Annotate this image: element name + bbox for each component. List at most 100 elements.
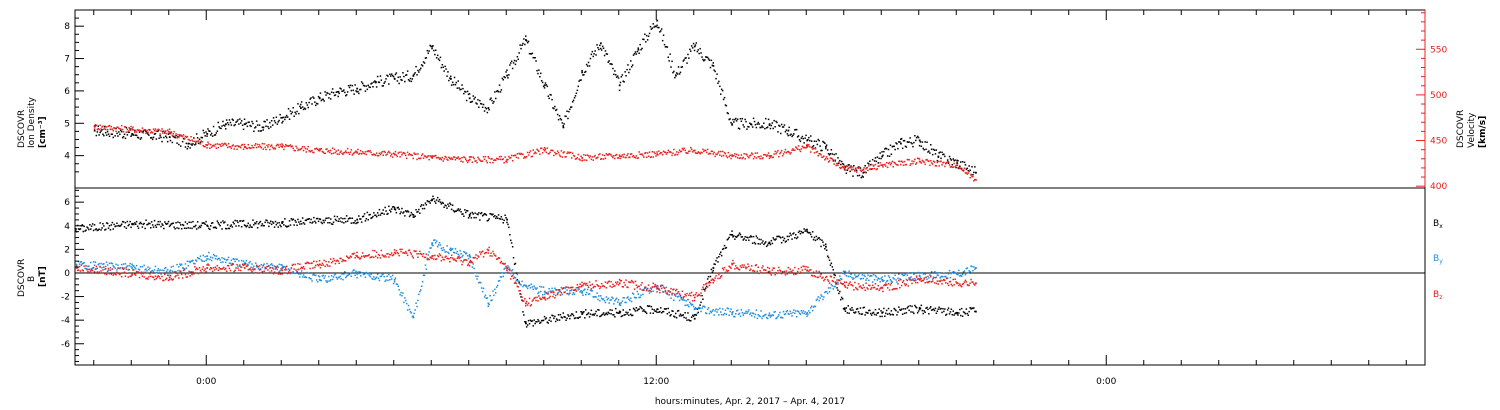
data-point [339, 220, 341, 223]
data-point [334, 262, 337, 265]
data-point [229, 269, 232, 272]
data-point [419, 250, 421, 253]
data-point [448, 258, 450, 260]
data-point [137, 137, 140, 139]
data-point [241, 220, 244, 222]
data-point [204, 145, 206, 148]
data-point [858, 174, 861, 177]
data-point [236, 220, 238, 222]
data-point [502, 275, 504, 278]
data-point [210, 132, 213, 135]
data-point [809, 231, 811, 234]
data-point [758, 156, 760, 158]
data-point [647, 35, 650, 37]
data-point [892, 314, 894, 316]
data-point [240, 122, 242, 124]
data-point [950, 308, 953, 310]
data-point [206, 264, 208, 266]
data-point [467, 159, 470, 162]
data-point [360, 150, 362, 152]
data-point [528, 297, 531, 300]
data-point [264, 221, 266, 224]
data-point [153, 278, 156, 281]
data-point [194, 225, 196, 228]
top-right-label-line1: DSCOVR [1456, 110, 1466, 148]
data-point [191, 227, 193, 230]
data-point [384, 206, 386, 209]
data-point [806, 139, 809, 142]
data-point [915, 139, 917, 142]
data-point [670, 66, 672, 68]
data-point [293, 268, 295, 270]
data-point [868, 163, 870, 165]
data-point [105, 261, 108, 263]
data-point [242, 264, 245, 267]
data-point [819, 297, 821, 299]
data-point [692, 149, 695, 152]
data-point [946, 277, 949, 279]
data-point [551, 291, 553, 294]
data-point [429, 155, 431, 157]
data-point [724, 271, 727, 274]
data-point [558, 290, 561, 292]
data-point [795, 128, 798, 131]
data-point [297, 263, 299, 265]
data-point [803, 228, 805, 230]
data-point [164, 273, 166, 276]
data-point [233, 223, 235, 225]
data-point [163, 269, 165, 272]
data-point [460, 160, 462, 162]
data-point [121, 136, 124, 139]
data-point [870, 312, 872, 315]
data-point [143, 129, 145, 131]
data-point [270, 270, 273, 272]
data-point [730, 157, 732, 160]
data-point [907, 159, 909, 161]
data-point [940, 279, 942, 282]
data-point [426, 257, 429, 260]
data-point [205, 259, 207, 262]
data-point [386, 275, 388, 277]
data-point [429, 44, 431, 47]
data-point [930, 275, 932, 277]
data-point [583, 289, 585, 291]
data-point [911, 279, 913, 281]
data-point [515, 272, 518, 274]
data-point [751, 153, 754, 155]
data-point [187, 272, 189, 275]
data-point [104, 273, 106, 275]
data-point [928, 160, 930, 163]
data-point [899, 278, 901, 280]
data-point [964, 313, 967, 315]
data-point [895, 279, 897, 281]
data-point [763, 154, 765, 156]
data-point [843, 167, 846, 170]
data-point [432, 195, 434, 198]
data-point [671, 60, 673, 63]
data-point [586, 288, 589, 291]
data-point [516, 56, 519, 58]
data-point [969, 282, 971, 284]
data-point [829, 264, 832, 266]
data-point [336, 259, 339, 261]
data-point [459, 256, 461, 259]
data-point [121, 267, 124, 270]
data-point [769, 127, 772, 130]
data-point [936, 274, 939, 276]
data-point [941, 275, 943, 278]
data-point [627, 296, 629, 298]
data-point [243, 263, 246, 265]
data-point [265, 267, 267, 270]
data-point [735, 313, 737, 315]
data-point [470, 217, 473, 219]
data-point [495, 97, 497, 100]
data-point [412, 257, 414, 259]
data-point [411, 154, 414, 157]
data-point [711, 150, 714, 153]
data-point [331, 260, 334, 263]
data-point [660, 152, 662, 154]
data-point [201, 222, 204, 224]
data-point [634, 51, 637, 53]
data-point [783, 151, 786, 153]
data-point [258, 124, 261, 126]
